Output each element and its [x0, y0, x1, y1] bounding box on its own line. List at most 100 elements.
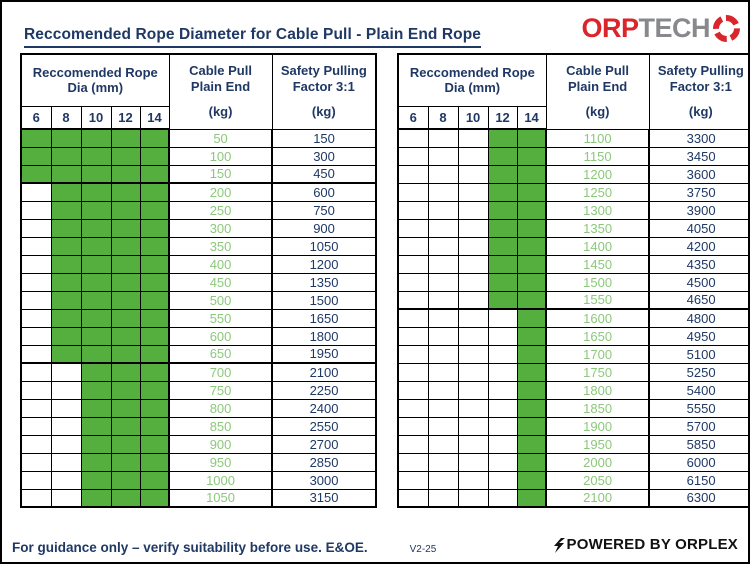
table-row: 1050 3150 [20, 488, 377, 508]
dia-cell [487, 434, 518, 454]
dia-cell [397, 236, 429, 256]
dia-cell-recommended [110, 146, 141, 166]
dia-col-6: 6 [20, 105, 52, 130]
dia-cell-recommended [139, 182, 170, 202]
safety-pulling-value: 4650 [648, 290, 748, 310]
safety-pulling-value: 450 [271, 164, 377, 184]
dia-cell-recommended [139, 380, 170, 400]
dia-cell-recommended [20, 146, 52, 166]
dia-cell-recommended [516, 164, 547, 184]
dia-cell-recommended [50, 290, 82, 310]
cable-pull-value: 800 [168, 398, 273, 418]
dia-col-12: 12 [487, 105, 518, 130]
cable-pull-unit: (kg) [208, 104, 233, 120]
dia-cell-recommended [487, 236, 518, 256]
cable-pull-value: 1850 [545, 398, 650, 418]
dia-cell-recommended [139, 470, 170, 490]
dia-cell [397, 164, 429, 184]
dia-cell-recommended [139, 398, 170, 418]
dia-cell-recommended [487, 182, 518, 202]
dia-cell [457, 416, 489, 436]
tables-container: Reccomended Rope Dia (mm) Cable Pull Pla… [20, 53, 748, 508]
safety-header-line2: Factor 3:1 [292, 79, 355, 95]
cable-pull-value: 200 [168, 182, 273, 202]
dia-cell-recommended [50, 200, 82, 220]
cable-pull-value: 1400 [545, 236, 650, 256]
dia-cell [457, 218, 489, 238]
dia-cell-recommended [80, 488, 112, 508]
dia-cell-recommended [487, 128, 518, 148]
dia-cell [457, 146, 489, 166]
starburst-icon [713, 15, 740, 42]
dia-cell [457, 326, 489, 346]
dia-cell-recommended [516, 290, 547, 310]
dia-cell-recommended [80, 362, 112, 382]
table-row: 1250 3750 [397, 182, 748, 202]
logo-orp-text: ORP [581, 13, 639, 43]
dia-cell [457, 128, 489, 148]
dia-cell-recommended [80, 128, 112, 148]
dia-cell [397, 344, 429, 364]
safety-pulling-value: 4200 [648, 236, 748, 256]
dia-cell-recommended [80, 290, 112, 310]
cable-pull-value: 1650 [545, 326, 650, 346]
dia-cell [457, 254, 489, 274]
dia-cell [397, 326, 429, 346]
table-row: 1300 3900 [397, 200, 748, 220]
cable-pull-value: 400 [168, 254, 273, 274]
dia-cell-recommended [110, 308, 141, 328]
safety-pulling-value: 5250 [648, 362, 748, 382]
table-row: 1150 3450 [397, 146, 748, 166]
dia-cell [397, 218, 429, 238]
dia-cell [457, 380, 489, 400]
cable-pull-value: 2100 [545, 488, 650, 508]
dia-cell [20, 200, 52, 220]
dia-col-14: 14 [516, 105, 547, 130]
table-row: 1350 4050 [397, 218, 748, 238]
table-row: 1800 5400 [397, 380, 748, 400]
safety-pulling-value: 300 [271, 146, 377, 166]
dia-cell [20, 308, 52, 328]
cable-pull-value: 2050 [545, 470, 650, 490]
cable-pull-value: 1600 [545, 308, 650, 328]
safety-pulling-value: 5550 [648, 398, 748, 418]
rope-dia-header: Reccomended Rope Dia (mm) [20, 53, 170, 107]
table-row: 1750 5250 [397, 362, 748, 382]
dia-cell [20, 452, 52, 472]
dia-cell [457, 434, 489, 454]
cable-pull-header-line1: Cable Pull [566, 62, 630, 78]
table-row: 950 2850 [20, 452, 377, 472]
dia-cell [20, 470, 52, 490]
dia-cell [50, 452, 82, 472]
table-row: 900 2700 [20, 434, 377, 454]
table-row: 2050 6150 [397, 470, 748, 490]
cable-pull-value: 1800 [545, 380, 650, 400]
dia-cell [427, 182, 459, 202]
safety-pulling-value: 4350 [648, 254, 748, 274]
dia-cell [397, 128, 429, 148]
cable-pull-header-line1: Cable Pull [189, 62, 252, 78]
dia-cell-recommended [139, 416, 170, 436]
safety-header-line1: Safety Pulling [280, 62, 367, 78]
table-row: 550 1650 [20, 308, 377, 328]
dia-cell-recommended [516, 362, 547, 382]
dia-cell-recommended [139, 488, 170, 508]
cable-pull-value: 1200 [545, 164, 650, 184]
safety-pulling-value: 600 [271, 182, 377, 202]
table-row: 300 900 [20, 218, 377, 238]
cable-pull-header-line2: Plain End [567, 79, 628, 95]
dia-cell [427, 470, 459, 490]
dia-cell [427, 308, 459, 328]
dia-cell [20, 272, 52, 292]
dia-cell-recommended [110, 200, 141, 220]
dia-columns-row: 6 8 10 12 14 [397, 105, 748, 130]
dia-cell [50, 434, 82, 454]
dia-cell [20, 434, 52, 454]
dia-cell [20, 380, 52, 400]
cable-pull-value: 1150 [545, 146, 650, 166]
dia-cell-recommended [50, 164, 82, 184]
dia-cell [427, 164, 459, 184]
dia-cell-recommended [50, 308, 82, 328]
dia-cell-recommended [516, 254, 547, 274]
